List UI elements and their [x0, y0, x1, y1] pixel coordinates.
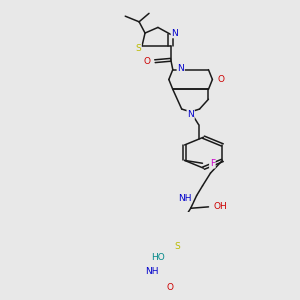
- Text: HO: HO: [151, 253, 165, 262]
- Text: F: F: [210, 159, 215, 168]
- Text: N: N: [187, 110, 194, 119]
- Text: S: S: [135, 44, 141, 53]
- Text: N: N: [171, 28, 178, 38]
- Text: N: N: [177, 64, 184, 73]
- Text: NH: NH: [178, 194, 191, 203]
- Text: OH: OH: [214, 202, 227, 211]
- Text: O: O: [166, 283, 173, 292]
- Text: O: O: [218, 75, 225, 84]
- Text: S: S: [175, 242, 181, 251]
- Text: O: O: [143, 57, 151, 66]
- Text: NH: NH: [145, 268, 158, 277]
